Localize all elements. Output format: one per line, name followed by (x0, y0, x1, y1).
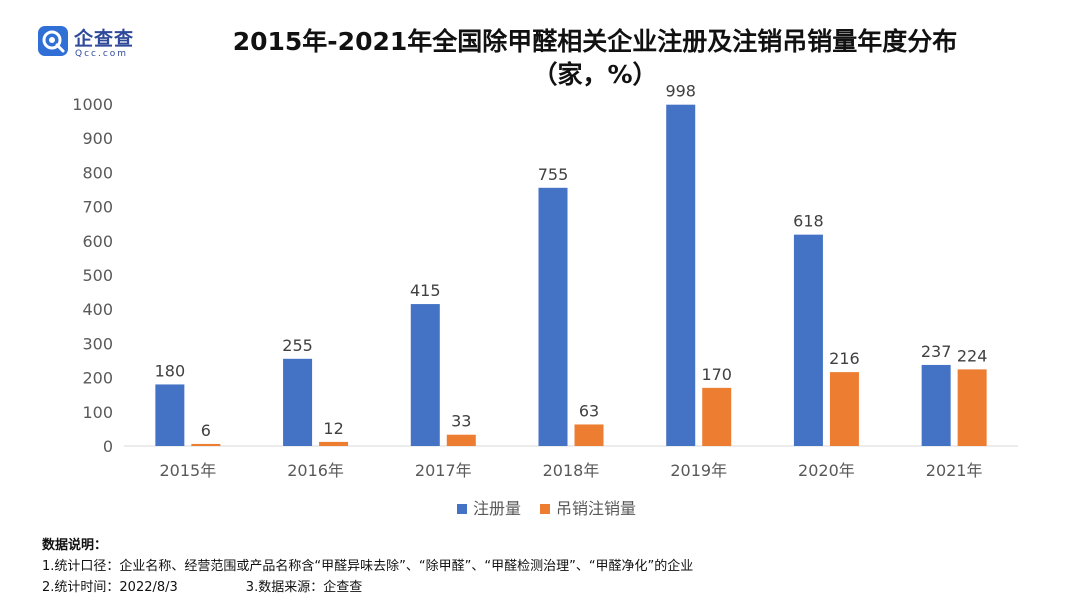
legend-label: 注册量 (473, 499, 521, 518)
bar-revoked (574, 424, 604, 446)
legend-swatch-revoked (540, 504, 550, 514)
chart-subtitle-unit: （家，%） (532, 60, 658, 89)
y-tick-label: 200 (82, 369, 113, 388)
notes-heading: 数据说明： (42, 538, 108, 553)
data-label: 998 (665, 82, 696, 101)
x-tick-label: 2021年 (926, 461, 983, 480)
bar-registered (410, 304, 440, 446)
data-label: 224 (957, 346, 988, 365)
brand-logo: 企查查 Qcc.com (38, 24, 148, 64)
bar-registered (283, 358, 313, 446)
x-tick-label: 2020年 (798, 461, 855, 480)
y-tick-label: 700 (82, 198, 113, 217)
y-tick-label: 900 (82, 129, 113, 148)
y-tick-label: 1000 (72, 95, 113, 114)
data-label: 170 (701, 365, 732, 384)
y-tick-label: 0 (103, 437, 113, 456)
notes-scope: 1.统计口径：企业名称、经营范围或产品名称含“甲醛异味去除”、“除甲醛”、“甲醛… (42, 559, 694, 574)
data-label: 63 (579, 401, 599, 420)
bar-revoked (702, 387, 732, 446)
bar-registered (921, 364, 951, 446)
bar-revoked (191, 443, 221, 446)
y-tick-label: 300 (82, 334, 113, 353)
data-notes: 数据说明： 1.统计口径：企业名称、经营范围或产品名称含“甲醛异味去除”、“除甲… (42, 535, 693, 598)
x-tick-label: 2019年 (670, 461, 727, 480)
data-label: 755 (538, 165, 569, 184)
data-label: 237 (921, 342, 952, 361)
data-label: 6 (201, 421, 211, 440)
bar-revoked (446, 434, 476, 446)
notes-row-2: 2.统计时间：2022/8/3 3.数据来源：企查查 (42, 577, 693, 598)
notes-stat-time: 2.统计时间：2022/8/3 (42, 580, 178, 595)
x-tick-label: 2017年 (415, 461, 472, 480)
notes-source: 3.数据来源：企查查 (245, 580, 363, 595)
chart-title: 2015年-2021年全国除甲醛相关企业注册及注销吊销量年度分布 (232, 27, 958, 56)
legend-swatch-registered (457, 504, 467, 514)
bar-revoked (957, 369, 987, 446)
bar-revoked (319, 441, 349, 446)
legend-label: 吊销注销量 (556, 499, 636, 518)
brand-url: Qcc.com (75, 49, 129, 59)
bar-registered (666, 104, 696, 447)
y-tick-label: 600 (82, 232, 113, 251)
x-tick-label: 2015年 (159, 461, 216, 480)
bar-chart: 0 100 200 300 400 500 600 700 800 900 1000 2015年 201… (72, 82, 1018, 518)
x-tick-label: 2016年 (287, 461, 344, 480)
data-label: 618 (793, 212, 824, 231)
x-tick-label: 2018年 (543, 461, 600, 480)
data-label: 180 (155, 361, 186, 380)
data-label: 12 (323, 419, 343, 438)
data-label: 216 (829, 349, 860, 368)
y-tick-label: 800 (82, 163, 113, 182)
y-tick-label: 100 (82, 403, 113, 422)
y-tick-label: 400 (82, 300, 113, 319)
bar-registered (538, 187, 568, 446)
brand-name: 企查查 (74, 28, 135, 50)
bar-revoked (829, 372, 859, 446)
y-tick-label: 500 (82, 266, 113, 285)
data-label: 33 (451, 412, 471, 431)
data-label: 255 (282, 336, 313, 355)
qcc-logo-icon (38, 26, 68, 56)
data-label: 415 (410, 281, 441, 300)
bar-registered (793, 234, 823, 446)
bar-registered (155, 384, 185, 446)
